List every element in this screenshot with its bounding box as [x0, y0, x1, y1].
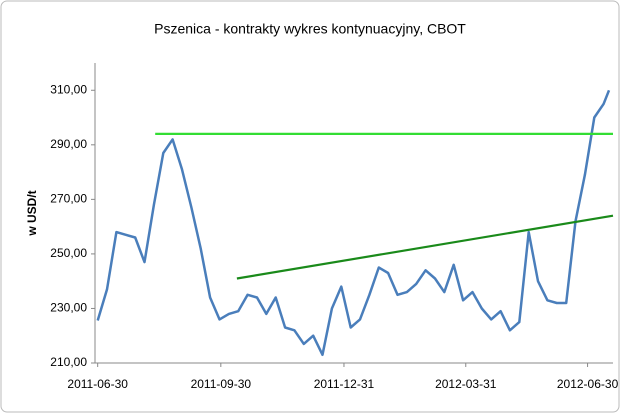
- chart-title: Pszenica - kontrakty wykres kontynuacyjn…: [154, 21, 466, 37]
- y-tick-label: 270,00: [50, 192, 87, 206]
- x-tick-label: 2012-03-31: [435, 377, 497, 391]
- trend-line: [236, 214, 614, 280]
- y-tick-label: 230,00: [50, 301, 87, 315]
- price-line: [96, 89, 611, 357]
- y-tick-label: 210,00: [50, 355, 87, 369]
- x-tick-label: 2012-06-30: [557, 377, 619, 391]
- y-tick-label: 250,00: [50, 246, 87, 260]
- y-tick-label: 310,00: [50, 82, 87, 96]
- y-tick-label: 290,00: [50, 137, 87, 151]
- x-tick-label: 2011-12-31: [314, 377, 375, 391]
- x-tick-label: 2011-09-30: [191, 377, 252, 391]
- y-axis-label: w USD/t: [25, 190, 39, 236]
- x-tick-label: 2011-06-30: [67, 377, 128, 391]
